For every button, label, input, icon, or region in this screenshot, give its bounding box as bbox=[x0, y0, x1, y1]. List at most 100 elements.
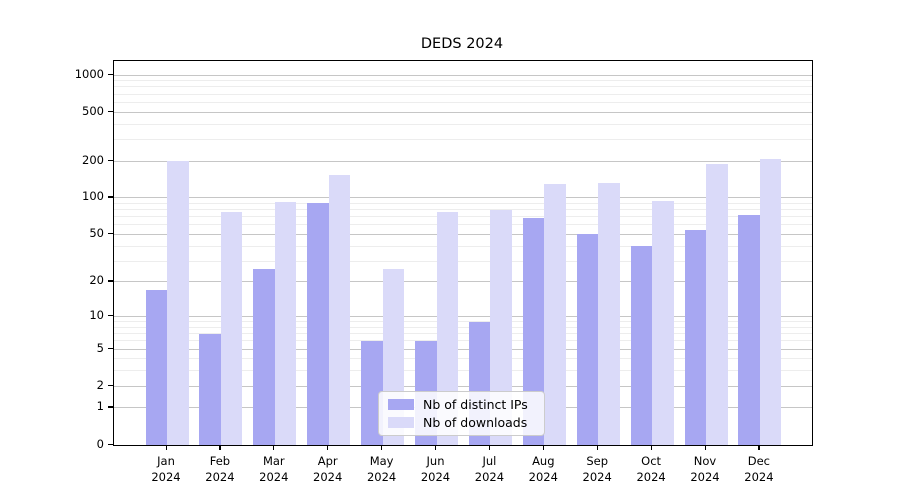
y-tick-mark bbox=[108, 110, 113, 112]
x-tick-mark bbox=[165, 445, 167, 450]
ips-bar-apr bbox=[307, 203, 329, 445]
downloads-bar-dec bbox=[759, 159, 782, 445]
x-tick-mark bbox=[219, 445, 221, 450]
legend-label-downloads: Nb of downloads bbox=[423, 415, 528, 430]
y-tick-label-1: 1 bbox=[96, 399, 104, 414]
x-tick-label-nov: Nov 2024 bbox=[690, 454, 720, 484]
minor-gridline bbox=[114, 101, 812, 103]
ips-bar-aug bbox=[522, 217, 545, 445]
downloads-bar-oct bbox=[652, 201, 674, 445]
x-tick-label-apr: Apr 2024 bbox=[313, 454, 343, 484]
y-tick-label-100: 100 bbox=[82, 189, 104, 204]
major-gridline-200 bbox=[114, 160, 812, 162]
x-tick-label-oct: Oct 2024 bbox=[636, 454, 666, 484]
y-tick-mark bbox=[108, 384, 113, 386]
legend-item-downloads: Nb of downloads bbox=[388, 415, 544, 430]
x-tick-mark bbox=[542, 445, 544, 450]
downloads-bar-jul bbox=[490, 209, 512, 445]
y-tick-mark bbox=[108, 315, 113, 317]
y-tick-label-200: 200 bbox=[82, 152, 104, 167]
major-gridline-500 bbox=[114, 111, 812, 113]
y-tick-mark bbox=[108, 73, 113, 75]
legend-item-distinct-ips: Nb of distinct IPs bbox=[388, 397, 544, 412]
minor-gridline bbox=[114, 138, 812, 140]
major-gridline-100 bbox=[114, 197, 812, 199]
plot-area bbox=[113, 60, 813, 446]
minor-gridline bbox=[114, 202, 812, 204]
downloads-bar-apr bbox=[328, 174, 351, 445]
minor-gridline bbox=[114, 260, 812, 262]
y-tick-label-50: 50 bbox=[89, 225, 104, 240]
y-tick-label-500: 500 bbox=[82, 103, 104, 118]
major-gridline-2 bbox=[114, 385, 812, 387]
x-tick-mark bbox=[758, 445, 760, 450]
minor-gridline bbox=[114, 224, 812, 226]
chart-title: DEDS 2024 bbox=[420, 36, 504, 52]
downloads-bar-feb bbox=[220, 212, 243, 445]
major-gridline-1000 bbox=[114, 74, 812, 76]
downloads-bar-aug bbox=[544, 183, 566, 445]
minor-gridline bbox=[114, 333, 812, 335]
ips-bar-dec bbox=[738, 215, 760, 445]
x-tick-label-jan: Jan 2024 bbox=[151, 454, 181, 484]
x-tick-label-jul: Jul 2024 bbox=[474, 454, 505, 484]
downloads-bar-jun bbox=[436, 212, 458, 445]
distinct-ips-swatch bbox=[388, 399, 414, 410]
x-tick-label-jun: Jun 2024 bbox=[420, 454, 451, 484]
downloads-swatch bbox=[388, 417, 414, 428]
y-tick-label-2: 2 bbox=[96, 377, 104, 392]
x-tick-mark bbox=[273, 445, 275, 450]
y-tick-label-10: 10 bbox=[89, 308, 104, 323]
y-tick-mark bbox=[108, 196, 113, 198]
downloads-bar-nov bbox=[706, 163, 728, 445]
ips-bar-oct bbox=[630, 246, 653, 445]
y-tick-label-1000: 1000 bbox=[74, 66, 104, 81]
y-tick-label-5: 5 bbox=[96, 340, 104, 355]
ips-bar-mar bbox=[253, 268, 275, 445]
x-tick-label-aug: Aug 2024 bbox=[528, 454, 558, 484]
minor-gridline bbox=[114, 123, 812, 125]
y-tick-mark bbox=[108, 347, 113, 349]
minor-gridline bbox=[114, 326, 812, 328]
x-tick-label-may: May 2024 bbox=[366, 454, 397, 484]
minor-gridline bbox=[114, 86, 812, 88]
major-gridline-10 bbox=[114, 316, 812, 318]
x-tick-label-mar: Mar 2024 bbox=[259, 454, 289, 484]
ips-bar-nov bbox=[684, 230, 706, 445]
x-tick-mark bbox=[381, 445, 383, 450]
ips-bar-sep bbox=[576, 234, 599, 445]
x-tick-mark bbox=[488, 445, 491, 450]
minor-gridline bbox=[114, 245, 812, 247]
minor-gridline bbox=[114, 370, 812, 372]
ips-bar-may bbox=[361, 340, 383, 445]
minor-gridline bbox=[114, 209, 812, 211]
major-gridline-20 bbox=[114, 281, 812, 283]
x-tick-mark bbox=[327, 445, 329, 450]
y-tick-mark bbox=[108, 280, 113, 282]
x-tick-label-dec: Dec 2024 bbox=[744, 454, 774, 484]
y-tick-label-0: 0 bbox=[96, 436, 104, 451]
x-tick-mark bbox=[650, 445, 652, 450]
minor-gridline bbox=[114, 80, 812, 82]
minor-gridline bbox=[114, 340, 812, 342]
y-tick-mark bbox=[108, 159, 113, 161]
legend: Nb of distinct IPs Nb of downloads bbox=[378, 391, 545, 436]
x-tick-label-feb: Feb 2024 bbox=[205, 454, 235, 484]
major-gridline-50 bbox=[114, 233, 812, 235]
y-tick-mark bbox=[108, 406, 113, 408]
downloads-bar-mar bbox=[274, 201, 297, 445]
x-tick-label-sep: Sep 2024 bbox=[582, 454, 612, 484]
ips-bar-feb bbox=[199, 333, 221, 445]
y-tick-mark bbox=[108, 443, 113, 445]
y-tick-label-20: 20 bbox=[89, 273, 104, 288]
downloads-bar-sep bbox=[598, 182, 620, 445]
major-gridline-5 bbox=[114, 348, 812, 350]
legend-label-distinct-ips: Nb of distinct IPs bbox=[423, 397, 528, 412]
x-tick-mark bbox=[596, 445, 598, 450]
minor-gridline bbox=[114, 216, 812, 218]
ips-bar-jan bbox=[145, 290, 167, 445]
minor-gridline bbox=[114, 321, 812, 323]
minor-gridline bbox=[114, 358, 812, 360]
downloads-bar-jan bbox=[167, 161, 189, 445]
